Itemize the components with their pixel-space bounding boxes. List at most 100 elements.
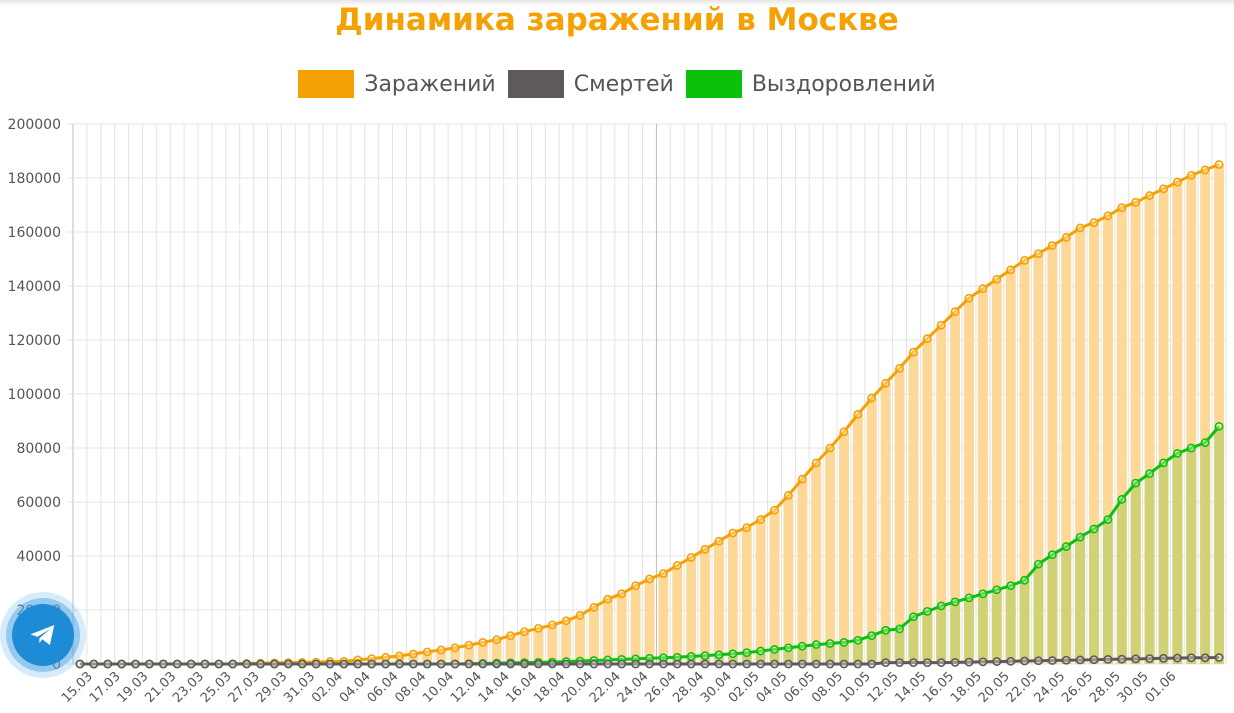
bar-recovered [769, 649, 780, 664]
bar-infected [352, 659, 363, 664]
bar-infected [422, 651, 433, 664]
data-point-recovered [825, 639, 835, 648]
data-point-recovered [756, 646, 766, 656]
data-point-infected [992, 274, 1002, 284]
data-point-deaths [1034, 656, 1043, 666]
data-point-deaths [297, 659, 307, 669]
data-point-infected [686, 552, 696, 562]
bar-recovered [908, 616, 919, 664]
data-point-deaths [700, 659, 710, 669]
data-point-recovered [658, 653, 668, 663]
bar-infected [936, 325, 947, 664]
data-point-deaths [367, 659, 377, 669]
data-point-recovered [1061, 542, 1071, 551]
bar-recovered [1102, 519, 1113, 664]
bar-infected [950, 311, 961, 664]
data-point-deaths [1047, 656, 1057, 665]
data-point-infected [1047, 241, 1057, 250]
data-point-deaths [645, 659, 654, 669]
data-point-deaths [353, 659, 363, 669]
data-point-infected [728, 528, 738, 538]
data-point-infected [492, 635, 502, 645]
data-point-deaths [228, 659, 238, 669]
data-point-deaths [839, 659, 849, 669]
bar-recovered [1047, 554, 1058, 664]
data-point-deaths [964, 657, 974, 667]
data-point-recovered [686, 652, 696, 661]
y-tick-label: 100000 [8, 387, 61, 403]
telegram-button[interactable] [0, 592, 86, 678]
x-tick-label: 24.04 [615, 669, 652, 706]
x-tick-label: 20.05 [976, 669, 1013, 706]
data-point-deaths [881, 658, 891, 668]
bar-infected [1061, 237, 1072, 664]
data-point-deaths [853, 659, 863, 669]
data-point-deaths [992, 657, 1002, 666]
data-point-deaths [242, 659, 252, 669]
x-tick-label: 30.05 [1115, 669, 1152, 706]
data-point-deaths [145, 659, 154, 669]
data-point-deaths [186, 659, 196, 669]
data-point-deaths [117, 659, 127, 669]
x-tick-label: 26.05 [1059, 669, 1096, 706]
data-point-deaths [214, 659, 224, 669]
data-point-infected [784, 490, 793, 500]
data-point-deaths [464, 659, 474, 669]
data-point-deaths [506, 659, 515, 669]
legend-item-deaths[interactable]: Смертей [507, 70, 674, 98]
data-point-recovered [1103, 515, 1113, 524]
data-point-infected [936, 320, 946, 330]
bar-infected [616, 593, 627, 664]
legend-item-recovered[interactable]: Выздоровлений [685, 70, 936, 98]
data-point-deaths [575, 659, 585, 669]
y-tick-label: 140000 [8, 279, 61, 295]
data-point-infected [853, 409, 863, 419]
data-point-infected [603, 594, 613, 604]
telegram-icon [30, 625, 55, 645]
data-point-deaths [922, 658, 932, 668]
data-point-recovered [1034, 559, 1043, 569]
data-point-infected [1159, 184, 1168, 194]
bar-recovered [811, 644, 822, 664]
data-point-deaths [89, 659, 99, 669]
data-point-recovered [700, 651, 710, 661]
bar-infected [811, 462, 822, 664]
data-point-recovered [964, 593, 974, 603]
top-shadow [0, 0, 1234, 6]
legend-item-infected[interactable]: Заражений [298, 70, 496, 98]
data-point-deaths [311, 659, 321, 669]
data-point-infected [714, 536, 724, 546]
bar-infected [1214, 164, 1225, 664]
data-point-deaths [283, 659, 293, 669]
data-point-deaths [1172, 653, 1182, 663]
x-tick-label: 06.05 [781, 669, 818, 706]
data-point-deaths [811, 659, 821, 669]
bar-recovered [991, 589, 1002, 664]
bar-recovered [797, 646, 808, 664]
bar-recovered [894, 628, 905, 664]
legend-swatch-deaths [507, 70, 564, 98]
data-point-infected [520, 627, 529, 636]
data-point-deaths [200, 659, 210, 669]
x-tick-label: 02.05 [726, 669, 763, 706]
x-tick-label: 17.03 [87, 669, 124, 706]
data-point-deaths [950, 657, 960, 667]
bar-recovered [1005, 585, 1016, 664]
bar-recovered [1116, 499, 1127, 664]
data-point-infected [631, 581, 641, 591]
data-point-deaths [728, 659, 738, 669]
data-point-deaths [742, 659, 752, 669]
data-point-recovered [881, 625, 891, 635]
data-point-deaths [492, 659, 502, 669]
data-point-infected [742, 523, 752, 533]
data-point-infected [1103, 211, 1113, 221]
data-point-deaths [603, 659, 613, 669]
x-tick-label: 28.05 [1087, 669, 1124, 706]
bar-infected [672, 565, 683, 664]
data-point-recovered [1089, 524, 1099, 534]
bar-infected [658, 573, 669, 664]
data-point-deaths [936, 658, 946, 668]
data-point-deaths [658, 659, 668, 669]
bar-recovered [1144, 473, 1155, 664]
